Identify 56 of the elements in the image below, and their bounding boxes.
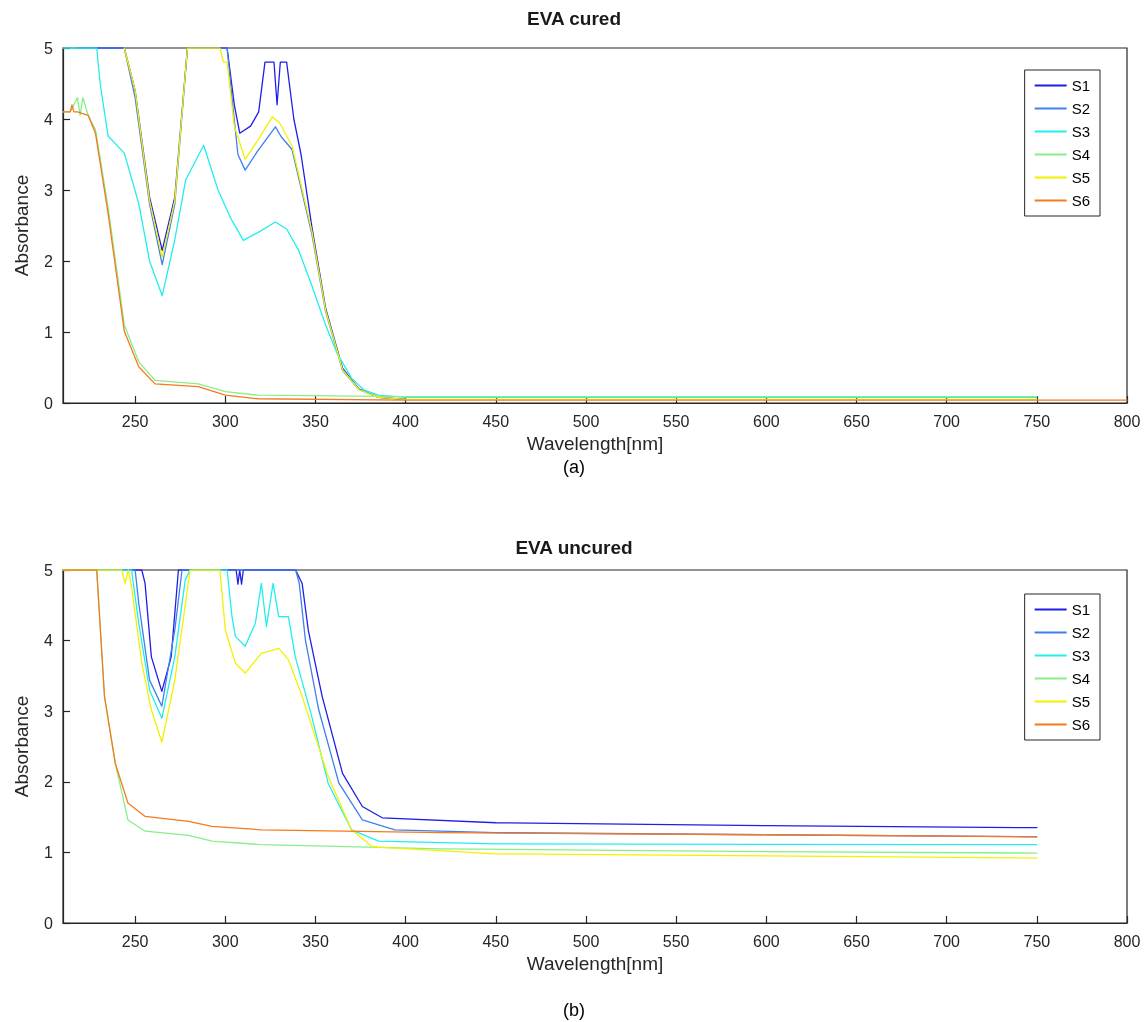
y-tick-label: 3 — [44, 181, 54, 199]
legend-label: S5 — [1071, 169, 1091, 186]
x-tick-label: 750 — [1023, 932, 1051, 950]
y-tick-label: 2 — [44, 252, 54, 270]
x-tick-label: 350 — [302, 932, 329, 950]
legend-label: S6 — [1071, 192, 1091, 209]
x-tick-label: 800 — [1113, 412, 1141, 430]
y-tick-label: 4 — [44, 632, 54, 650]
y-tick-label: 4 — [44, 110, 54, 128]
y-axis-title: Absorbance — [11, 695, 32, 798]
x-tick-label: 250 — [121, 412, 149, 430]
x-tick-label: 300 — [211, 932, 239, 950]
chart-title: EVA uncured — [515, 537, 633, 558]
x-tick-label: 350 — [302, 412, 329, 430]
legend-label: S5 — [1071, 693, 1091, 710]
x-tick-label: 700 — [933, 932, 961, 950]
x-tick-label: 650 — [843, 932, 870, 950]
x-tick-label: 500 — [572, 412, 600, 430]
legend-label: S2 — [1071, 100, 1091, 117]
legend-label: S4 — [1071, 670, 1091, 687]
y-tick-label: 3 — [44, 702, 54, 720]
x-tick-label: 450 — [482, 932, 510, 950]
chart-title: EVA cured — [527, 8, 621, 29]
x-tick-label: 700 — [933, 412, 961, 430]
legend-label: S6 — [1071, 716, 1091, 733]
x-tick-label: 750 — [1023, 412, 1051, 430]
x-tick-label: 300 — [211, 412, 239, 430]
x-tick-label: 500 — [572, 932, 600, 950]
y-tick-label: 2 — [44, 773, 54, 791]
text: (a) — [563, 457, 585, 477]
x-axis-title: Wavelength[nm] — [526, 432, 664, 454]
y-tick-label: 5 — [44, 39, 54, 57]
x-tick-label: 400 — [392, 412, 420, 430]
text: (b) — [563, 1000, 585, 1020]
x-tick-label: 550 — [662, 412, 690, 430]
y-tick-label: 1 — [44, 323, 54, 341]
legend-label: S2 — [1071, 624, 1091, 641]
legend-label: S3 — [1071, 647, 1091, 664]
y-tick-label: 0 — [44, 914, 54, 932]
x-tick-label: 600 — [752, 412, 780, 430]
legend-label: S4 — [1071, 146, 1091, 163]
x-tick-label: 400 — [392, 932, 420, 950]
x-axis-title: Wavelength[nm] — [526, 952, 664, 974]
x-tick-label: 550 — [662, 932, 690, 950]
x-tick-label: 600 — [752, 932, 780, 950]
y-tick-label: 0 — [44, 394, 54, 412]
x-tick-label: 450 — [482, 412, 510, 430]
x-tick-label: 800 — [1113, 932, 1141, 950]
y-tick-label: 1 — [44, 843, 54, 861]
y-tick-label: 5 — [44, 561, 54, 579]
y-axis-title: Absorbance — [11, 174, 32, 277]
x-tick-label: 250 — [121, 932, 149, 950]
legend-label: S3 — [1071, 123, 1091, 140]
x-tick-label: 650 — [843, 412, 870, 430]
legend-label: S1 — [1071, 77, 1091, 94]
legend-label: S1 — [1071, 601, 1091, 618]
